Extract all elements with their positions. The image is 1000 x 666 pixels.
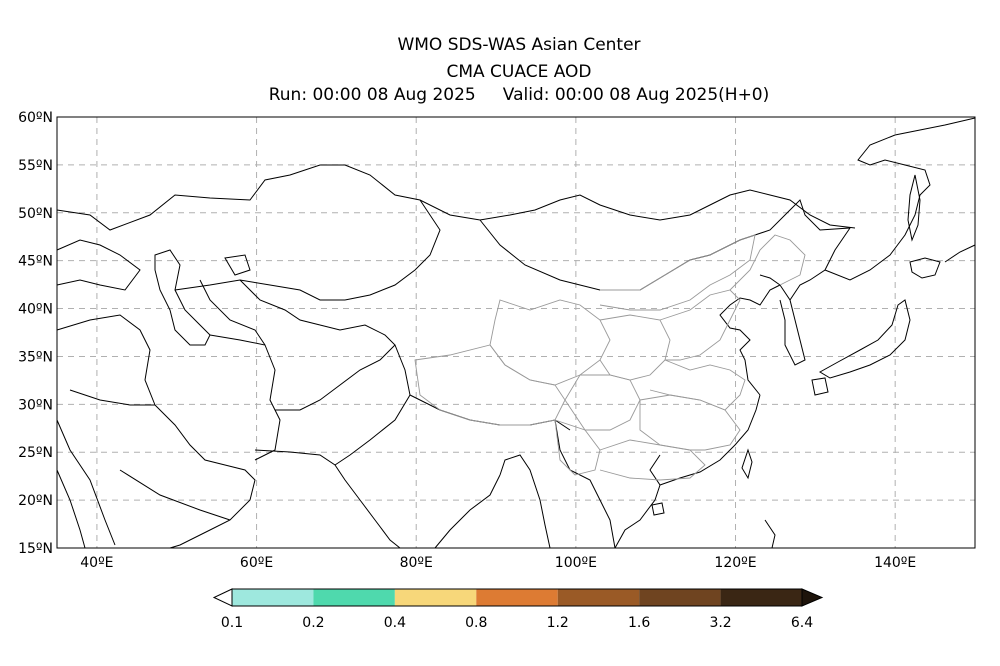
lon-tick-label: 100ºE bbox=[555, 555, 597, 571]
colorbar-segment bbox=[720, 589, 802, 606]
colorbar-segment bbox=[476, 589, 558, 606]
colorbar-segment bbox=[639, 589, 721, 606]
border-saudi bbox=[69, 389, 231, 521]
province-outline-inner-mongolia bbox=[599, 234, 756, 311]
coastline-indochina bbox=[614, 454, 661, 549]
colorbar-tick-label: 0.4 bbox=[384, 615, 406, 631]
colorbar-tick-label: 1.2 bbox=[547, 615, 569, 631]
lat-tick-label: 35ºN bbox=[18, 349, 53, 365]
province-outline-central bbox=[599, 314, 671, 381]
coastline-aral bbox=[224, 254, 251, 276]
colorbar-tick-label: 3.2 bbox=[709, 615, 731, 631]
province-outline-yunnan bbox=[554, 419, 601, 476]
coastline-black-sea bbox=[56, 239, 141, 291]
country-boundaries bbox=[56, 117, 976, 549]
lat-tick-label: 40ºN bbox=[18, 302, 53, 318]
province-outline-mid bbox=[649, 359, 746, 411]
lat-tick-label: 50ºN bbox=[18, 206, 53, 222]
colorbar-over-arrow bbox=[801, 588, 824, 607]
border-pakistan-india bbox=[334, 344, 411, 466]
island-kuril bbox=[944, 244, 976, 263]
colorbar-segment bbox=[394, 589, 477, 606]
coastline-arabia bbox=[56, 419, 116, 546]
aod-colorbar: 0.1 0.2 0.4 0.8 1.2 1.6 3.2 6.4 bbox=[212, 588, 824, 631]
island-taiwan bbox=[741, 448, 753, 480]
island-hainan bbox=[651, 502, 665, 516]
border-himalaya bbox=[409, 394, 571, 431]
colorbar-segment bbox=[313, 589, 395, 606]
coastline-bay-of-bengal bbox=[499, 454, 551, 549]
province-outline-tibet bbox=[414, 344, 566, 426]
coastline-china-south bbox=[659, 394, 761, 486]
border-myanmar bbox=[554, 419, 616, 549]
coastline-red-sea-west bbox=[56, 469, 86, 549]
border-kazakhstan-south bbox=[174, 279, 345, 301]
border-mongolia bbox=[479, 219, 756, 291]
border-kazakhstan-china bbox=[344, 199, 441, 301]
colorbar-tick-label: 0.2 bbox=[302, 615, 324, 631]
lon-tick-label: 140ºE bbox=[874, 555, 916, 571]
lat-tick-label: 15ºN bbox=[18, 541, 53, 557]
island-japan-honshu bbox=[819, 299, 911, 379]
coastline-caspian bbox=[154, 249, 211, 346]
province-outline-northeast bbox=[729, 234, 806, 291]
colorbar-under-arrow bbox=[212, 588, 233, 607]
lat-tick-label: 55ºN bbox=[18, 158, 53, 174]
colorbar-tick-label: 0.1 bbox=[221, 615, 243, 631]
island-philippines bbox=[764, 519, 776, 549]
island-japan-kyushu bbox=[811, 377, 829, 396]
island-japan-north bbox=[909, 257, 941, 279]
run-valid-line: Run: 00:00 08 Aug 2025 Valid: 00:00 08 A… bbox=[268, 85, 770, 105]
province-outline-west bbox=[489, 299, 611, 386]
island-sakhalin bbox=[907, 174, 921, 242]
province-outline-east bbox=[639, 394, 741, 451]
border-afghanistan bbox=[275, 324, 396, 411]
border-uzbek-turkmen bbox=[199, 279, 321, 346]
lat-tick-label: 45ºN bbox=[18, 254, 53, 270]
border-turkey-iran bbox=[56, 314, 156, 406]
lon-tick-label: 40ºE bbox=[80, 555, 113, 571]
colorbar-segment bbox=[557, 589, 640, 606]
longitude-tick-labels: 40ºE 60ºE 80ºE 100ºE 120ºE 140ºE bbox=[80, 555, 916, 571]
china-province-boundaries bbox=[414, 234, 806, 481]
colorbar-tick-label: 6.4 bbox=[791, 615, 813, 631]
colorbar-tick-label: 1.6 bbox=[628, 615, 650, 631]
lat-tick-label: 25ºN bbox=[18, 445, 53, 461]
colorbar-tick-label: 0.8 bbox=[465, 615, 487, 631]
border-china-russia-east bbox=[754, 199, 851, 301]
lon-tick-label: 80ºE bbox=[400, 555, 433, 571]
coastline-india bbox=[254, 449, 501, 549]
border-russia-kazakhstan bbox=[56, 164, 856, 231]
coastline-korea bbox=[779, 284, 806, 366]
coastline-china-east bbox=[719, 274, 781, 396]
lat-tick-label: 20ºN bbox=[18, 493, 53, 509]
border-iran-east bbox=[209, 334, 281, 461]
colorbar-frame bbox=[231, 588, 803, 607]
map-frame bbox=[56, 116, 976, 549]
province-outline-south bbox=[599, 439, 706, 481]
lat-tick-label: 60ºN bbox=[18, 110, 53, 126]
latitude-tick-labels: 15ºN 20ºN 25ºN 30ºN 35ºN 40ºN 45ºN 50ºN 55ºN 60ºN bbox=[18, 110, 53, 557]
lon-tick-label: 60ºE bbox=[240, 555, 273, 571]
colorbar-segment bbox=[232, 589, 314, 606]
lon-tick-label: 120ºE bbox=[714, 555, 756, 571]
map-title: WMO SDS-WAS Asian Center bbox=[397, 35, 641, 55]
coastline-russia-far-east bbox=[824, 117, 976, 281]
province-outline-north bbox=[659, 289, 741, 361]
graticule bbox=[57, 117, 975, 548]
coastline-persian-gulf bbox=[154, 404, 256, 549]
map-subtitle: CMA CUACE AOD bbox=[446, 62, 592, 82]
lat-tick-label: 30ºN bbox=[18, 397, 53, 413]
